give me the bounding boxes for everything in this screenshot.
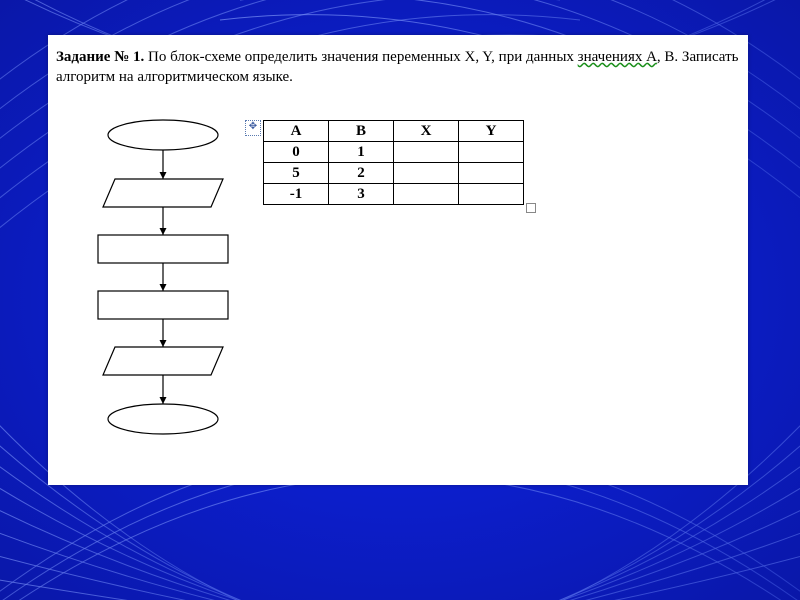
table-anchor-icon: ✥	[245, 120, 261, 136]
table-cell: -1	[264, 184, 329, 205]
table-header-Y: Y	[459, 121, 524, 142]
table-row: -13	[264, 184, 524, 205]
table-cell: 0	[264, 142, 329, 163]
task-number: Задание № 1.	[56, 49, 144, 65]
table-row: 52	[264, 163, 524, 184]
table-cell	[394, 163, 459, 184]
task-line1b: , В. Записать	[657, 49, 739, 65]
data-table: ABXY0152-13	[263, 120, 524, 205]
table-cell: 5	[264, 163, 329, 184]
table-row: 01	[264, 142, 524, 163]
table-cell: 3	[329, 184, 394, 205]
table-cell	[394, 142, 459, 163]
task-line1-wavy: значениях А	[578, 49, 657, 65]
content-panel: Задание № 1. По блок-схеме определить зн…	[48, 35, 748, 485]
task-line2: алгоритм на алгоритмическом языке.	[56, 69, 293, 85]
table-cell: 1	[329, 142, 394, 163]
table-cell	[459, 163, 524, 184]
task-line1a: По блок-схеме определить значения переме…	[144, 49, 577, 65]
table-header-X: X	[394, 121, 459, 142]
flowchart: началоВвод A, BX:=2*A+3*BY:=A-BВывод X, …	[78, 117, 248, 477]
table-wrap: ✥ ABXY0152-13	[263, 120, 524, 205]
flowchart-svg	[78, 117, 248, 457]
table-cell	[394, 184, 459, 205]
table-cell: 2	[329, 163, 394, 184]
task-text: Задание № 1. По блок-схеме определить зн…	[56, 47, 740, 88]
table-header-B: B	[329, 121, 394, 142]
table-header-A: A	[264, 121, 329, 142]
table-cell	[459, 142, 524, 163]
table-resize-handle	[526, 203, 536, 213]
content-area: началоВвод A, BX:=2*A+3*BY:=A-BВывод X, …	[48, 105, 748, 485]
table-cell	[459, 184, 524, 205]
